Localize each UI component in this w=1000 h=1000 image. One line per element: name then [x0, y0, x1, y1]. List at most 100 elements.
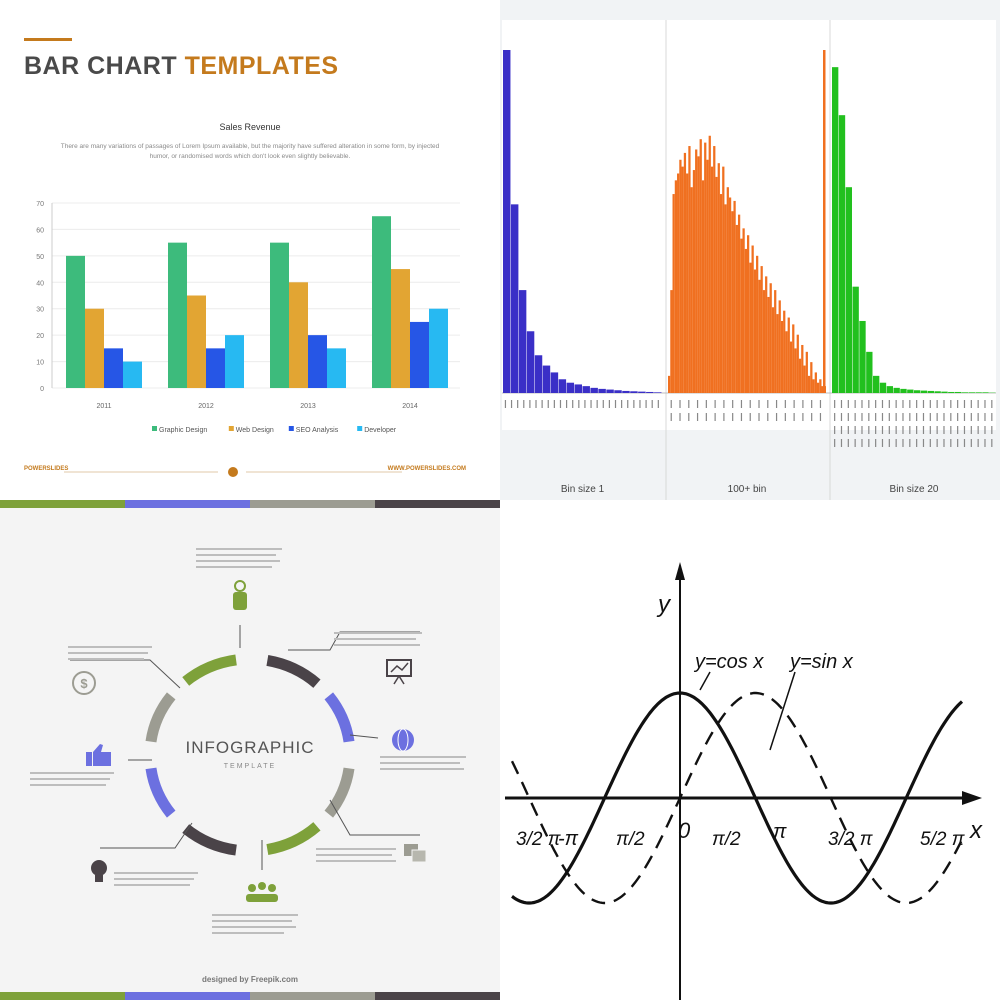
histogram-bar [668, 375, 671, 393]
histogram-tick [608, 400, 610, 408]
bar-chart: Sales Revenue There are many variations … [24, 122, 466, 477]
histogram-bar [927, 390, 934, 393]
histogram-section-label: 100+ bin [728, 484, 767, 495]
histogram-bar [765, 276, 768, 393]
tick-neg-3pi2: 3/2 π [516, 829, 562, 850]
sin-curve [510, 691, 964, 905]
histogram-tick [963, 400, 966, 408]
histogram-section-labels: Bin size 1 100+ bin Bin size 20 [561, 484, 939, 495]
histogram-tick [740, 400, 743, 408]
legend-swatch [288, 426, 294, 431]
histogram-bar [670, 290, 673, 393]
histogram-tick [916, 426, 918, 434]
histogram-tick [895, 413, 897, 421]
histogram-tick [749, 400, 751, 408]
histogram-tick [740, 413, 743, 421]
histogram-tick [970, 439, 972, 447]
histogram-bar [975, 392, 982, 393]
histogram-bar [760, 266, 763, 393]
histogram-tick [929, 426, 931, 434]
histogram-tick [970, 400, 972, 408]
histogram-tick [749, 413, 751, 421]
histogram-tick [688, 400, 690, 408]
accent-line [24, 38, 72, 41]
histogram-bar [796, 334, 799, 393]
svg-text:$: $ [80, 676, 88, 691]
histogram-tick [784, 400, 786, 408]
slide-title-part1: BAR CHART [24, 52, 178, 80]
histogram-tick [922, 413, 925, 421]
histogram-tick [793, 413, 795, 421]
histogram-tick [723, 400, 725, 408]
legend-swatch [357, 426, 363, 431]
bar-legend: Graphic Design Web Design SEO Analysis Deve… [152, 426, 397, 434]
histogram-tick [847, 426, 849, 434]
histogram-bar [774, 290, 777, 393]
histogram-tick [767, 413, 769, 421]
histogram-bar [914, 390, 921, 393]
histogram-tick [854, 439, 856, 447]
histogram-bar [733, 200, 736, 393]
top-stripe-gray [250, 500, 375, 508]
histogram-section-label: Bin size 20 [890, 484, 939, 495]
histogram-bar [753, 269, 757, 393]
y-axis-arrow [675, 562, 685, 580]
histogram-bar [767, 296, 770, 393]
histogram-tick [840, 426, 843, 434]
histogram-bar [907, 389, 914, 393]
sin-label-pointer [769, 671, 796, 751]
histogram-tick [584, 400, 586, 408]
histogram-tick [902, 439, 904, 447]
footer-badge [228, 467, 238, 477]
infographic-ring [145, 654, 355, 856]
histogram-bar [789, 341, 793, 393]
histogram-tick [854, 426, 856, 434]
histogram-bar [866, 351, 873, 393]
bar-y-tick-label: 60 [36, 227, 44, 234]
histogram-bars [503, 50, 996, 394]
histogram-tick [888, 439, 890, 447]
histogram-tick [881, 413, 884, 421]
histogram-bar [710, 166, 714, 393]
histogram-tick [572, 400, 574, 408]
histogram-tick [922, 426, 925, 434]
histogram-tick [767, 400, 769, 408]
histogram-tick [504, 400, 507, 408]
histogram-tick [929, 400, 931, 408]
histogram-bar [526, 331, 535, 393]
histogram-tick [590, 400, 592, 408]
histogram-bar [783, 310, 786, 393]
infographic: INFOGRAPHIC TEMPLATE [0, 500, 500, 1000]
histogram-tick [984, 426, 986, 434]
bottom-stripe-blue [125, 992, 250, 1000]
bar-graphic-design-2011 [66, 255, 85, 388]
histogram-tick [875, 439, 877, 447]
histogram-bar [697, 156, 700, 393]
histogram-bar [787, 317, 790, 393]
histogram-tick [902, 426, 904, 434]
histogram-tick [977, 426, 979, 434]
histogram-tick [705, 413, 707, 421]
histogram-tick [922, 400, 925, 408]
histogram-tick [991, 426, 993, 434]
histogram-tick [847, 439, 849, 447]
histogram-tick [732, 413, 734, 421]
histogram-bar [758, 279, 761, 393]
bar-x-tick-label: 2012 [198, 403, 214, 410]
histogram-tick [714, 400, 716, 408]
credit-text: designed by Freepik.com [202, 975, 298, 984]
histogram-tick [670, 400, 672, 408]
histogram-bar [740, 238, 743, 393]
histogram-tick [565, 400, 568, 408]
histogram-tick [811, 413, 813, 421]
histogram-bar [728, 197, 732, 393]
histogram-bar [801, 344, 804, 393]
histogram-tick [868, 400, 870, 408]
histogram-tick [888, 413, 890, 421]
histogram-tick [909, 426, 911, 434]
histogram-tick [936, 400, 938, 408]
histogram-bar [859, 320, 866, 393]
cos-curve [511, 691, 964, 905]
histogram-tick [614, 400, 617, 408]
lightbulb-icon [91, 860, 107, 882]
